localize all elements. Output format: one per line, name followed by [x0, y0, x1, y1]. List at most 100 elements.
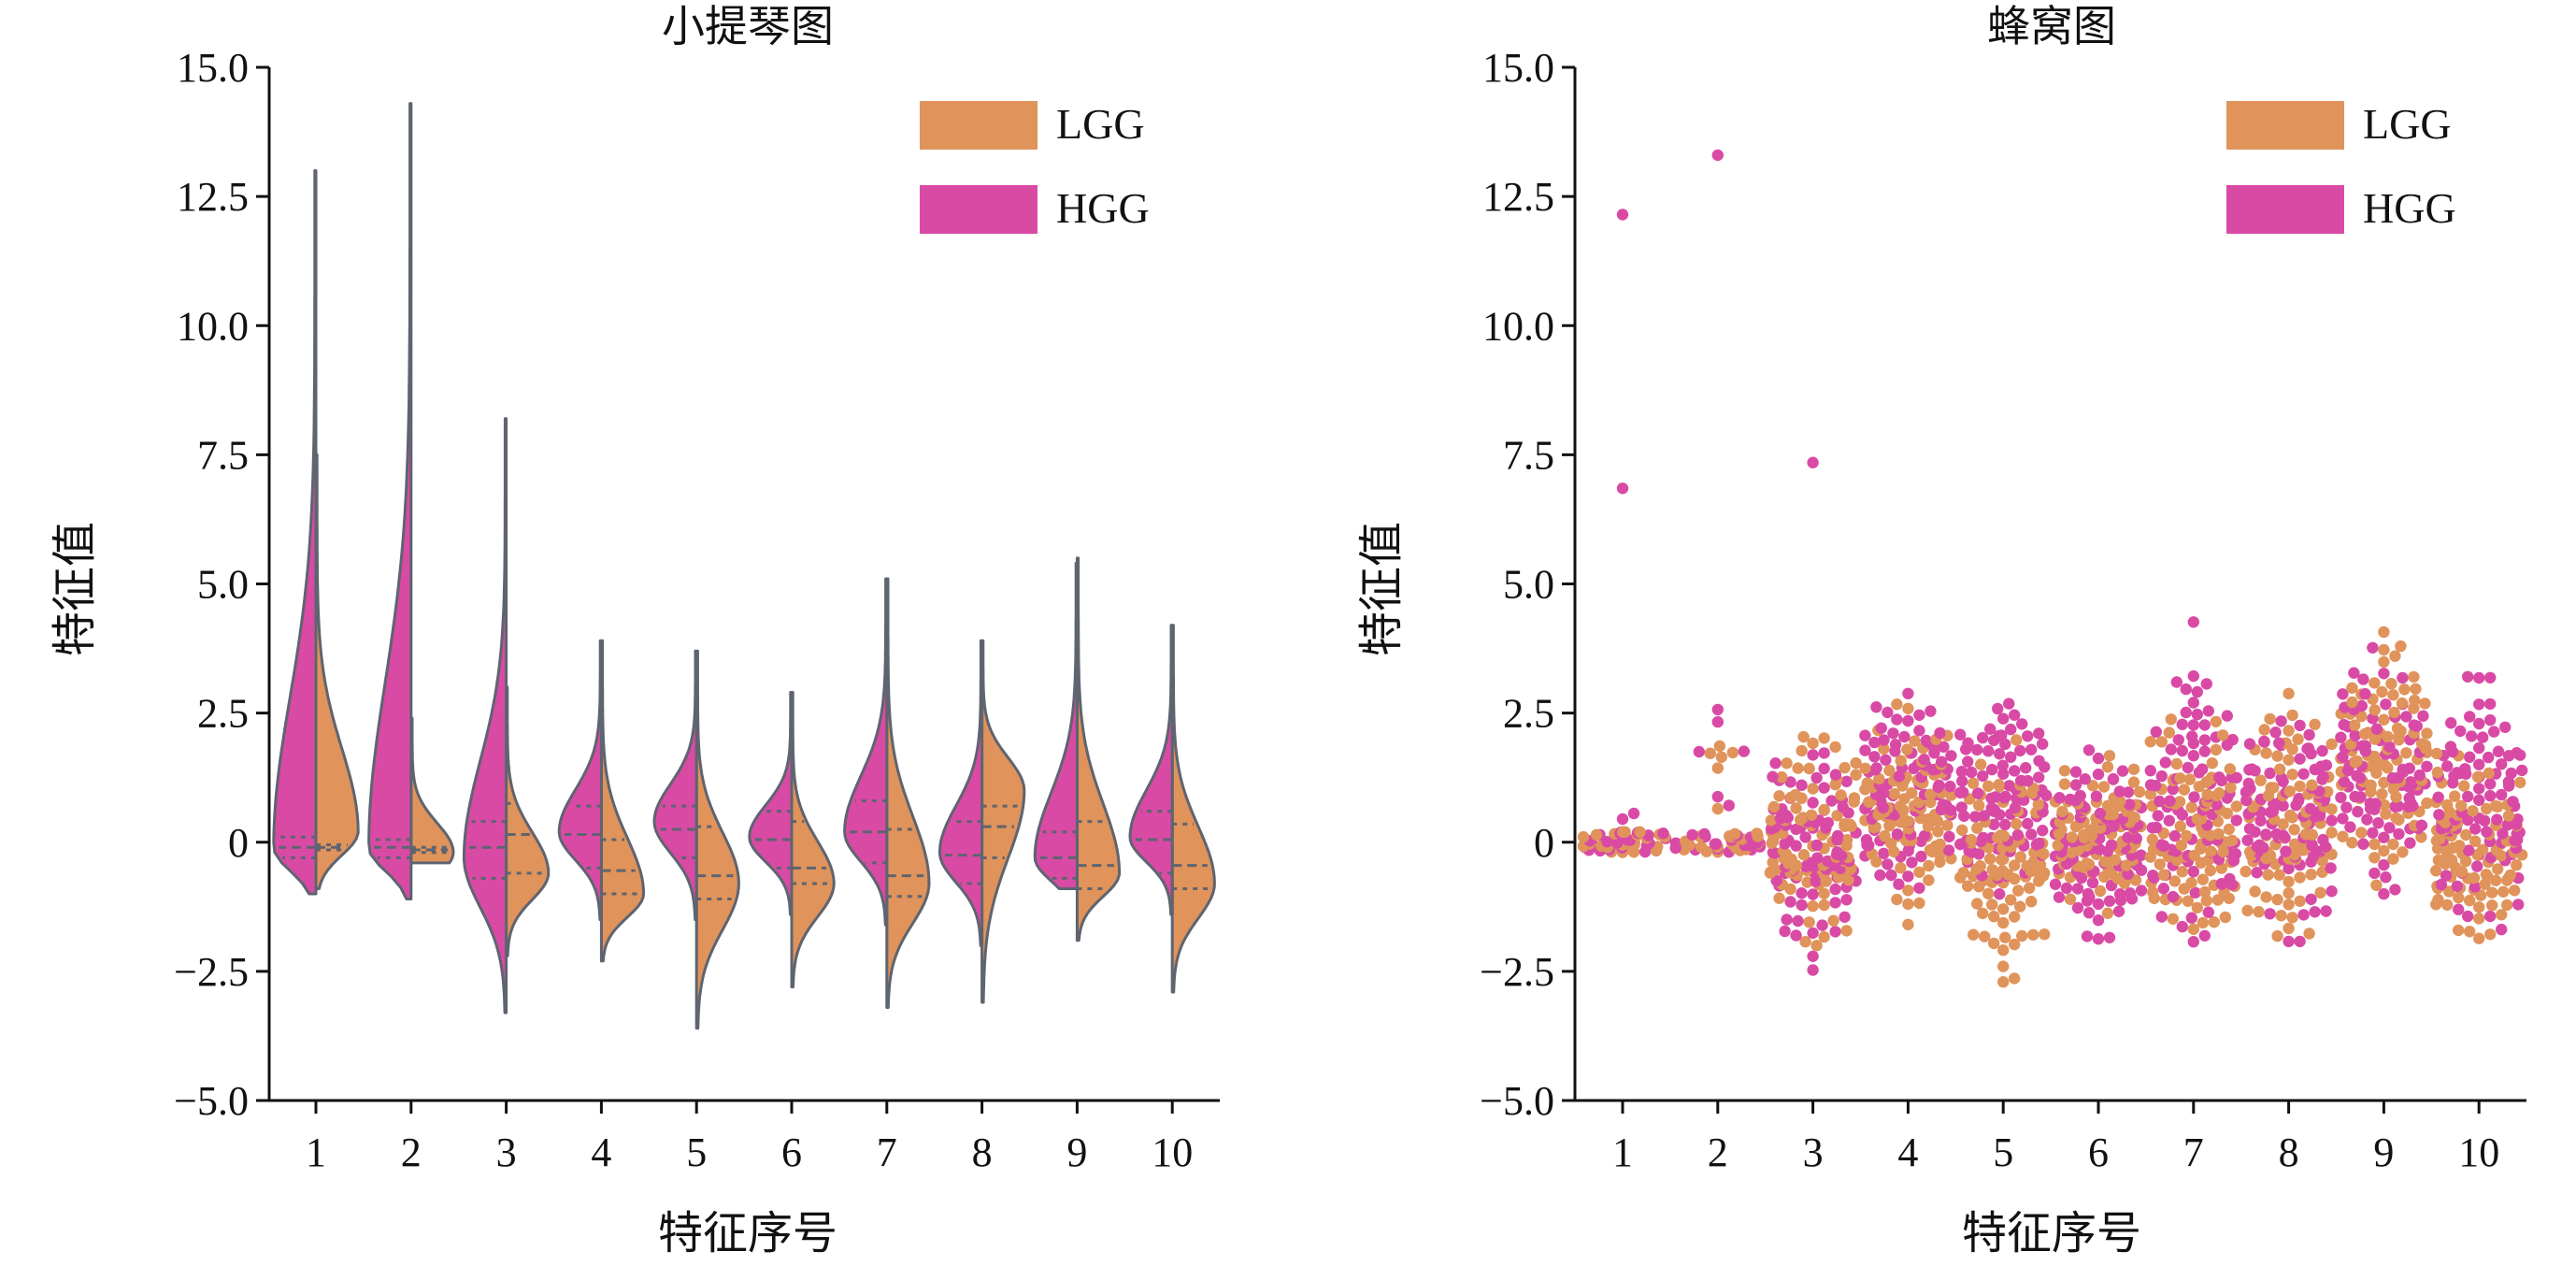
swarm-point-lgg: [2283, 725, 2295, 737]
swarm-point-lgg: [2454, 840, 2466, 852]
swarm-point-lgg: [2453, 891, 2465, 904]
swarm-point-lgg: [1986, 864, 1998, 876]
swarm-point-hgg: [1902, 870, 1914, 883]
swarm-point-lgg: [2128, 811, 2140, 824]
swarm-point-hgg: [1878, 734, 1890, 746]
swarm-point-hgg: [2003, 698, 2015, 710]
swarm-point-hgg: [1840, 894, 1853, 906]
violin-half-lgg-1: [314, 453, 360, 890]
swarm-point-hgg: [2466, 730, 2478, 742]
swarm-point-lgg: [2483, 767, 2495, 780]
swarm-point-hgg: [2009, 765, 2021, 777]
swarm-point-lgg: [2215, 862, 2227, 874]
swarm-point-lgg: [2389, 650, 2401, 662]
swarm-point-lgg: [1902, 918, 1914, 930]
swarm-point-hgg: [2172, 734, 2184, 746]
swarm-point-lgg: [2299, 828, 2312, 841]
swarm-point-lgg: [2155, 736, 2168, 748]
swarm-point-hgg: [2151, 821, 2163, 834]
swarm-point-hgg: [1810, 875, 1822, 887]
swarm-point-hgg: [2187, 616, 2199, 628]
swarm-point-hgg: [2361, 813, 2373, 826]
swarm-point-hgg: [2157, 883, 2169, 895]
swarm-point-lgg: [2027, 856, 2040, 868]
swarm-point-lgg: [2211, 894, 2224, 906]
swarm-point-lgg: [1902, 898, 1914, 911]
swarm-point-hgg: [1870, 701, 1882, 713]
swarm-point-lgg: [1797, 849, 1810, 861]
swarm-point-hgg: [2033, 771, 2045, 784]
swarm-point-hgg: [2304, 802, 2317, 815]
swarm-point-hgg: [2326, 814, 2338, 827]
swarm-point-hgg: [2198, 929, 2211, 942]
violin-half-hgg-10: [1128, 624, 1174, 916]
swarm-point-lgg: [1696, 841, 1708, 854]
swarm-point-hgg: [2033, 727, 2045, 740]
violin-chart-plot-area: [272, 102, 1216, 1030]
swarm-y-tick-label: 15.0: [1482, 45, 1554, 91]
swarm-point-lgg: [2467, 805, 2479, 817]
swarm-point-hgg: [1698, 827, 1710, 841]
swarm-point-hgg: [1807, 749, 1819, 761]
swarm-point-hgg: [2280, 845, 2292, 857]
swarm-point-lgg: [2200, 895, 2212, 907]
swarm-point-lgg: [2492, 863, 2504, 875]
swarm-y-tick-label: 10.0: [1482, 303, 1554, 349]
swarm-point-lgg: [2097, 781, 2111, 793]
swarm-point-lgg: [2432, 894, 2444, 906]
swarm-point-hgg: [2484, 778, 2497, 790]
swarm-point-hgg: [2275, 771, 2287, 784]
swarm-point-hgg: [2037, 738, 2049, 750]
swarm-point-lgg: [2286, 709, 2298, 722]
swarm-point-lgg: [2486, 899, 2498, 912]
swarm-point-hgg: [2512, 899, 2525, 911]
swarm-point-hgg: [2397, 671, 2409, 684]
swarm-point-lgg: [2294, 780, 2306, 793]
swarm-point-lgg: [1984, 853, 1996, 865]
swarm-point-lgg: [1861, 777, 1874, 789]
swarm-point-hgg: [1891, 828, 1904, 841]
swarm-point-lgg: [2421, 727, 2433, 740]
swarm-point-hgg: [2404, 776, 2417, 788]
swarm-point-lgg: [2225, 834, 2239, 847]
swarm-point-hgg: [2512, 813, 2524, 826]
swarm-point-lgg: [2258, 724, 2270, 736]
swarm-point-lgg: [1873, 772, 1885, 785]
swarm-point-hgg: [2293, 792, 2305, 805]
swarm-point-hgg: [2155, 770, 2168, 783]
swarm-point-hgg: [2049, 878, 2062, 890]
swarm-point-hgg: [2473, 671, 2485, 684]
swarm-point-lgg: [2210, 743, 2222, 756]
swarm-point-hgg: [2303, 728, 2315, 741]
swarm-point-hgg: [1989, 791, 2002, 803]
swarm-point-lgg: [2253, 906, 2265, 918]
swarm-point-hgg: [2069, 766, 2082, 778]
swarm-point-lgg: [2027, 928, 2039, 941]
swarm-point-lgg: [1818, 887, 1830, 899]
swarm-point-hgg: [2501, 819, 2513, 831]
swarm-x-tick-label: 1: [1612, 1129, 1633, 1175]
swarm-point-hgg: [2435, 878, 2448, 891]
swarm-point-hgg: [2471, 860, 2483, 872]
swarm-point-hgg: [2176, 744, 2188, 757]
swarm-point-hgg: [2283, 935, 2295, 948]
swarm-point-hgg: [2130, 832, 2142, 844]
swarm-point-hgg: [2320, 905, 2332, 917]
swarm-point-hgg: [1920, 734, 1932, 747]
violin-half-lgg-6: [790, 691, 836, 988]
swarm-point-lgg: [2275, 910, 2287, 922]
swarm-point-hgg: [1984, 723, 1996, 735]
swarm-point-hgg: [2064, 793, 2077, 806]
swarm-chart-plot-area: [1577, 149, 2528, 988]
swarm-point-lgg: [2180, 829, 2193, 842]
swarm-point-hgg: [1992, 702, 2004, 715]
swarm-point-lgg: [2205, 845, 2217, 857]
swarm-point-hgg: [2403, 792, 2415, 804]
swarm-point-lgg: [2398, 683, 2411, 696]
violin-x-tick-label: 5: [686, 1129, 707, 1175]
swarm-point-hgg: [1601, 836, 1613, 848]
violin-half-lgg-5: [694, 649, 740, 1030]
swarm-point-lgg: [2038, 848, 2050, 860]
swarm-point-hgg: [2081, 930, 2094, 942]
swarm-point-lgg: [2264, 712, 2276, 726]
